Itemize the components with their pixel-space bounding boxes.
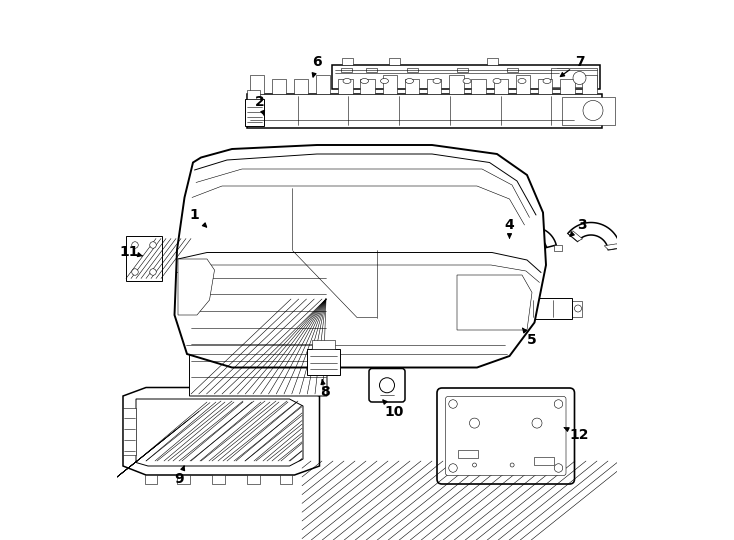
Polygon shape bbox=[449, 75, 464, 93]
Polygon shape bbox=[485, 301, 495, 316]
Circle shape bbox=[448, 400, 457, 408]
Polygon shape bbox=[177, 475, 189, 484]
Polygon shape bbox=[487, 58, 498, 65]
Ellipse shape bbox=[543, 78, 551, 84]
Polygon shape bbox=[316, 75, 330, 93]
Text: 9: 9 bbox=[175, 466, 184, 486]
Polygon shape bbox=[360, 78, 375, 93]
Polygon shape bbox=[517, 227, 556, 247]
Polygon shape bbox=[366, 68, 377, 71]
Text: 7: 7 bbox=[560, 56, 584, 77]
Circle shape bbox=[583, 100, 603, 120]
Polygon shape bbox=[332, 65, 600, 89]
Text: 3: 3 bbox=[570, 218, 586, 236]
Circle shape bbox=[470, 418, 479, 428]
Ellipse shape bbox=[493, 78, 501, 84]
Polygon shape bbox=[123, 388, 319, 475]
Circle shape bbox=[510, 463, 514, 467]
Polygon shape bbox=[382, 75, 397, 93]
Circle shape bbox=[575, 305, 581, 312]
Polygon shape bbox=[582, 75, 597, 93]
Ellipse shape bbox=[343, 78, 351, 84]
Polygon shape bbox=[405, 78, 419, 93]
Polygon shape bbox=[568, 231, 583, 241]
Circle shape bbox=[554, 464, 563, 472]
Circle shape bbox=[150, 269, 156, 275]
Polygon shape bbox=[178, 259, 214, 315]
Circle shape bbox=[150, 242, 156, 248]
Ellipse shape bbox=[360, 78, 368, 84]
Polygon shape bbox=[507, 68, 518, 71]
Polygon shape bbox=[458, 450, 478, 458]
Polygon shape bbox=[342, 58, 353, 65]
Text: 4: 4 bbox=[505, 218, 515, 238]
Text: 10: 10 bbox=[383, 400, 404, 420]
Polygon shape bbox=[247, 93, 602, 127]
Polygon shape bbox=[272, 78, 286, 93]
Polygon shape bbox=[407, 68, 418, 71]
Text: 12: 12 bbox=[564, 428, 589, 442]
Circle shape bbox=[131, 242, 138, 248]
FancyBboxPatch shape bbox=[437, 388, 575, 484]
Polygon shape bbox=[280, 475, 292, 484]
Polygon shape bbox=[471, 78, 486, 93]
Polygon shape bbox=[189, 259, 327, 396]
Polygon shape bbox=[294, 78, 308, 93]
FancyBboxPatch shape bbox=[446, 396, 566, 476]
Polygon shape bbox=[338, 78, 352, 93]
Polygon shape bbox=[123, 408, 136, 455]
Circle shape bbox=[131, 269, 138, 275]
Polygon shape bbox=[516, 75, 530, 93]
Circle shape bbox=[379, 378, 394, 393]
Polygon shape bbox=[495, 298, 572, 319]
Polygon shape bbox=[390, 58, 401, 65]
Polygon shape bbox=[126, 236, 162, 281]
Polygon shape bbox=[341, 68, 352, 71]
Ellipse shape bbox=[405, 78, 413, 84]
Polygon shape bbox=[307, 349, 340, 375]
FancyBboxPatch shape bbox=[369, 368, 405, 402]
Ellipse shape bbox=[433, 78, 441, 84]
Circle shape bbox=[473, 463, 476, 467]
Polygon shape bbox=[568, 222, 621, 250]
Polygon shape bbox=[572, 300, 582, 316]
Ellipse shape bbox=[518, 78, 526, 84]
Ellipse shape bbox=[380, 78, 388, 84]
Circle shape bbox=[554, 400, 563, 408]
Text: 8: 8 bbox=[319, 380, 330, 400]
Circle shape bbox=[448, 464, 457, 472]
Circle shape bbox=[573, 71, 586, 84]
Polygon shape bbox=[136, 399, 303, 466]
Polygon shape bbox=[562, 97, 614, 125]
Polygon shape bbox=[604, 244, 621, 250]
Polygon shape bbox=[427, 78, 441, 93]
Text: 1: 1 bbox=[189, 208, 206, 227]
Polygon shape bbox=[312, 340, 335, 349]
Text: 2: 2 bbox=[255, 96, 264, 115]
Text: 11: 11 bbox=[120, 246, 142, 260]
Polygon shape bbox=[244, 98, 264, 126]
Polygon shape bbox=[247, 475, 260, 484]
Polygon shape bbox=[534, 457, 553, 465]
Circle shape bbox=[532, 418, 542, 428]
Polygon shape bbox=[247, 90, 260, 98]
Polygon shape bbox=[551, 68, 597, 86]
Polygon shape bbox=[553, 245, 562, 251]
Polygon shape bbox=[538, 78, 553, 93]
Text: 6: 6 bbox=[312, 56, 321, 77]
Polygon shape bbox=[560, 78, 575, 93]
Polygon shape bbox=[557, 68, 568, 71]
Ellipse shape bbox=[463, 78, 471, 84]
Polygon shape bbox=[250, 75, 264, 93]
Polygon shape bbox=[175, 145, 546, 368]
Polygon shape bbox=[145, 475, 157, 484]
Polygon shape bbox=[212, 475, 225, 484]
Polygon shape bbox=[457, 275, 532, 330]
Polygon shape bbox=[457, 68, 468, 71]
Polygon shape bbox=[493, 78, 508, 93]
Text: 5: 5 bbox=[523, 328, 537, 347]
Circle shape bbox=[584, 224, 590, 231]
